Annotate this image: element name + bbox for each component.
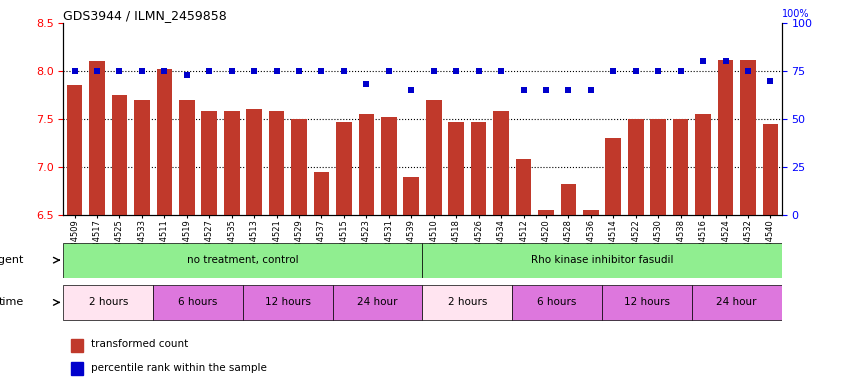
Bar [67,86,83,215]
Point [314,68,327,74]
Point [471,68,484,74]
Bar [89,61,105,215]
Text: Rho kinase inhibitor fasudil: Rho kinase inhibitor fasudil [530,255,673,265]
Bar [71,339,84,352]
Text: 24 hour: 24 hour [357,297,398,308]
Bar [63,243,422,278]
Point [449,68,463,74]
Bar [538,210,553,215]
Text: no treatment, control: no treatment, control [187,255,299,265]
Bar [601,285,691,320]
Text: 2 hours: 2 hours [447,297,486,308]
Bar [650,119,665,215]
Bar [448,122,463,215]
Text: time: time [0,297,24,308]
Text: 6 hours: 6 hours [537,297,576,308]
Point [180,72,193,78]
Bar [739,60,755,215]
Point [651,68,664,74]
Bar [425,100,441,215]
Point [360,81,373,88]
Bar [691,285,781,320]
Point [158,68,171,74]
Bar [672,119,688,215]
Bar [358,114,374,215]
Point [381,68,395,74]
Bar [560,184,576,215]
Bar [515,159,531,215]
Text: 12 hours: 12 hours [623,297,669,308]
Text: agent: agent [0,255,24,265]
Bar [246,109,262,215]
Point [404,87,418,93]
Point [426,68,440,74]
Bar [291,119,306,215]
Point [225,68,238,74]
Bar [63,285,153,320]
Point [763,78,776,84]
Bar [71,362,84,376]
Text: 24 hour: 24 hour [716,297,756,308]
Bar [493,111,508,215]
Bar [201,111,217,215]
Bar [761,124,777,215]
Point [292,68,306,74]
Point [90,68,104,74]
Text: percentile rank within the sample: percentile rank within the sample [90,363,266,373]
Text: 2 hours: 2 hours [89,297,127,308]
Bar [333,285,422,320]
Point [628,68,641,74]
Point [112,68,126,74]
Point [494,68,507,74]
Point [583,87,597,93]
Bar [153,285,243,320]
Bar [179,100,194,215]
Point [269,68,283,74]
Text: 6 hours: 6 hours [178,297,218,308]
Bar [403,177,419,215]
Bar [313,172,329,215]
Point [673,68,686,74]
Bar [134,100,149,215]
Point [561,87,575,93]
Bar [470,122,486,215]
Point [135,68,149,74]
Bar [336,122,351,215]
Point [606,68,619,74]
Text: transformed count: transformed count [90,339,187,349]
Bar [582,210,598,215]
Text: GDS3944 / ILMN_2459858: GDS3944 / ILMN_2459858 [63,9,227,22]
Bar [604,138,620,215]
Point [337,68,350,74]
Point [68,68,81,74]
Bar [422,285,511,320]
Bar [243,285,333,320]
Bar [381,117,396,215]
Text: 100%: 100% [781,9,809,19]
Point [517,87,530,93]
Point [740,68,754,74]
Bar [268,111,284,215]
Bar [627,119,643,215]
Point [538,87,552,93]
Point [247,68,261,74]
Point [695,58,709,65]
Bar [717,60,733,215]
Point [203,68,216,74]
Bar [156,69,172,215]
Bar [422,243,781,278]
Bar [695,114,710,215]
Bar [224,111,240,215]
Bar [511,285,601,320]
Bar [111,95,127,215]
Point [718,58,732,65]
Text: 12 hours: 12 hours [264,297,311,308]
